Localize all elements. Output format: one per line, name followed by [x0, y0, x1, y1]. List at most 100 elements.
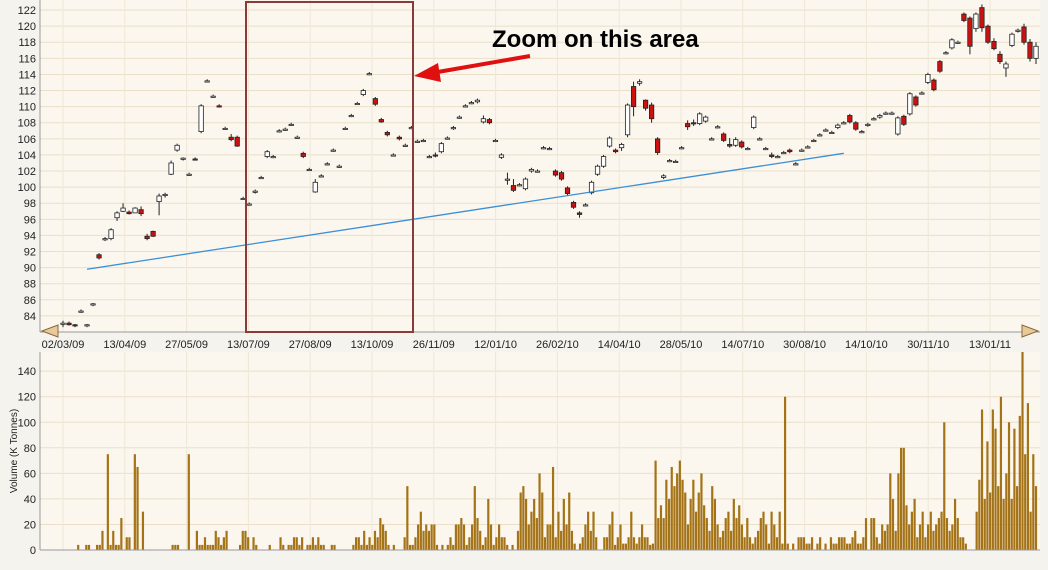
- candle-body-up: [210, 95, 216, 98]
- candle: [276, 129, 282, 133]
- price-tick-label: 104: [18, 150, 36, 162]
- date-tick-label: 27/08/09: [289, 339, 332, 351]
- candle: [486, 117, 493, 125]
- volume-bar: [897, 473, 900, 550]
- candle-body-up: [252, 190, 258, 193]
- candle-body-down: [769, 154, 775, 157]
- candle: [198, 104, 204, 134]
- scroll-left-arrow[interactable]: [40, 324, 59, 338]
- volume-bar: [856, 543, 860, 550]
- volume-bar: [133, 454, 136, 550]
- candle-body-down: [510, 185, 517, 191]
- candle-body-up: [246, 203, 252, 206]
- price-tick-label: 116: [18, 53, 36, 65]
- candle-body-up: [1015, 29, 1021, 32]
- volume-bar: [268, 544, 271, 550]
- candle: [450, 125, 457, 130]
- scroll-right-arrow[interactable]: [1021, 324, 1040, 338]
- volume-bar: [357, 537, 360, 550]
- candle-body-up: [949, 39, 955, 49]
- volume-bar: [489, 524, 493, 550]
- candle: [655, 137, 661, 155]
- candle: [492, 138, 499, 143]
- candle-body-up: [624, 104, 631, 136]
- candle: [919, 91, 925, 95]
- candle-body-up: [522, 178, 529, 190]
- volume-bar: [786, 543, 789, 550]
- volume-bar: [730, 530, 733, 550]
- volume-bar: [141, 511, 145, 550]
- volume-bar: [700, 473, 703, 550]
- candle: [985, 24, 991, 44]
- candle-body-down: [991, 41, 997, 50]
- candle-body-up: [679, 147, 685, 150]
- volume-bar: [549, 524, 552, 550]
- volume-bar: [859, 543, 862, 550]
- candle-body-down: [150, 230, 156, 237]
- volume-bar: [222, 537, 225, 550]
- price-panel-bg: [40, 0, 1040, 332]
- candle: [636, 79, 643, 86]
- candle: [552, 169, 559, 177]
- volume-bar: [975, 511, 978, 550]
- volume-bar: [878, 543, 881, 550]
- volume-bar: [506, 544, 509, 550]
- candle: [793, 162, 799, 166]
- volume-bar: [368, 537, 371, 550]
- volume-bar: [646, 537, 649, 550]
- volume-bar: [918, 524, 922, 550]
- volume-bar: [414, 537, 417, 550]
- grid: [40, 9, 1040, 551]
- volume-bar: [635, 543, 638, 550]
- volume-bar: [319, 544, 323, 550]
- candle: [829, 130, 835, 134]
- candle-body-up: [264, 151, 270, 157]
- volume-bar: [716, 524, 719, 550]
- candle: [889, 111, 895, 115]
- candle-body-up: [763, 148, 769, 151]
- candle: [673, 159, 679, 163]
- candle-body-up: [636, 81, 643, 84]
- volume-bar: [471, 524, 474, 550]
- date-tick-label: 30/11/10: [907, 339, 949, 351]
- candle-body-up: [889, 112, 895, 115]
- volume-bar: [980, 409, 984, 550]
- volume-bar: [713, 498, 717, 550]
- candle-body-up: [546, 148, 553, 151]
- volume-bar: [851, 537, 854, 550]
- volume-bar: [986, 441, 989, 550]
- price-tick-label: 98: [24, 198, 36, 210]
- candle-body-down: [961, 13, 967, 21]
- volume-bar: [864, 518, 868, 550]
- candle: [306, 167, 312, 172]
- candle-body-up: [817, 134, 823, 137]
- candle: [462, 104, 469, 108]
- volume-bar: [945, 518, 949, 550]
- volume-bar: [354, 537, 358, 550]
- volume-bar: [899, 447, 903, 550]
- volume-bar: [964, 543, 967, 550]
- candle-body-up: [426, 156, 432, 159]
- candle-body-down: [66, 322, 72, 326]
- candle-body-up: [276, 130, 282, 133]
- candle-body-up: [582, 204, 589, 207]
- volume-bar: [819, 537, 822, 550]
- candle: [1021, 23, 1027, 45]
- volume-bar: [989, 492, 992, 550]
- candle-body-up: [78, 310, 84, 313]
- candle-body-up: [793, 163, 799, 166]
- candle-body-up: [420, 140, 426, 143]
- candle-body-up: [366, 73, 372, 76]
- candle: [126, 210, 132, 215]
- volume-bar: [721, 530, 725, 550]
- candle-body-up: [871, 118, 877, 121]
- volume-bar: [282, 544, 285, 550]
- candle: [751, 115, 757, 130]
- candle: [396, 135, 402, 141]
- volume-bar: [800, 537, 803, 550]
- volume-bar: [503, 537, 506, 550]
- candle-body-up: [811, 140, 817, 143]
- volume-bar: [473, 486, 476, 550]
- volume-bar: [290, 544, 293, 550]
